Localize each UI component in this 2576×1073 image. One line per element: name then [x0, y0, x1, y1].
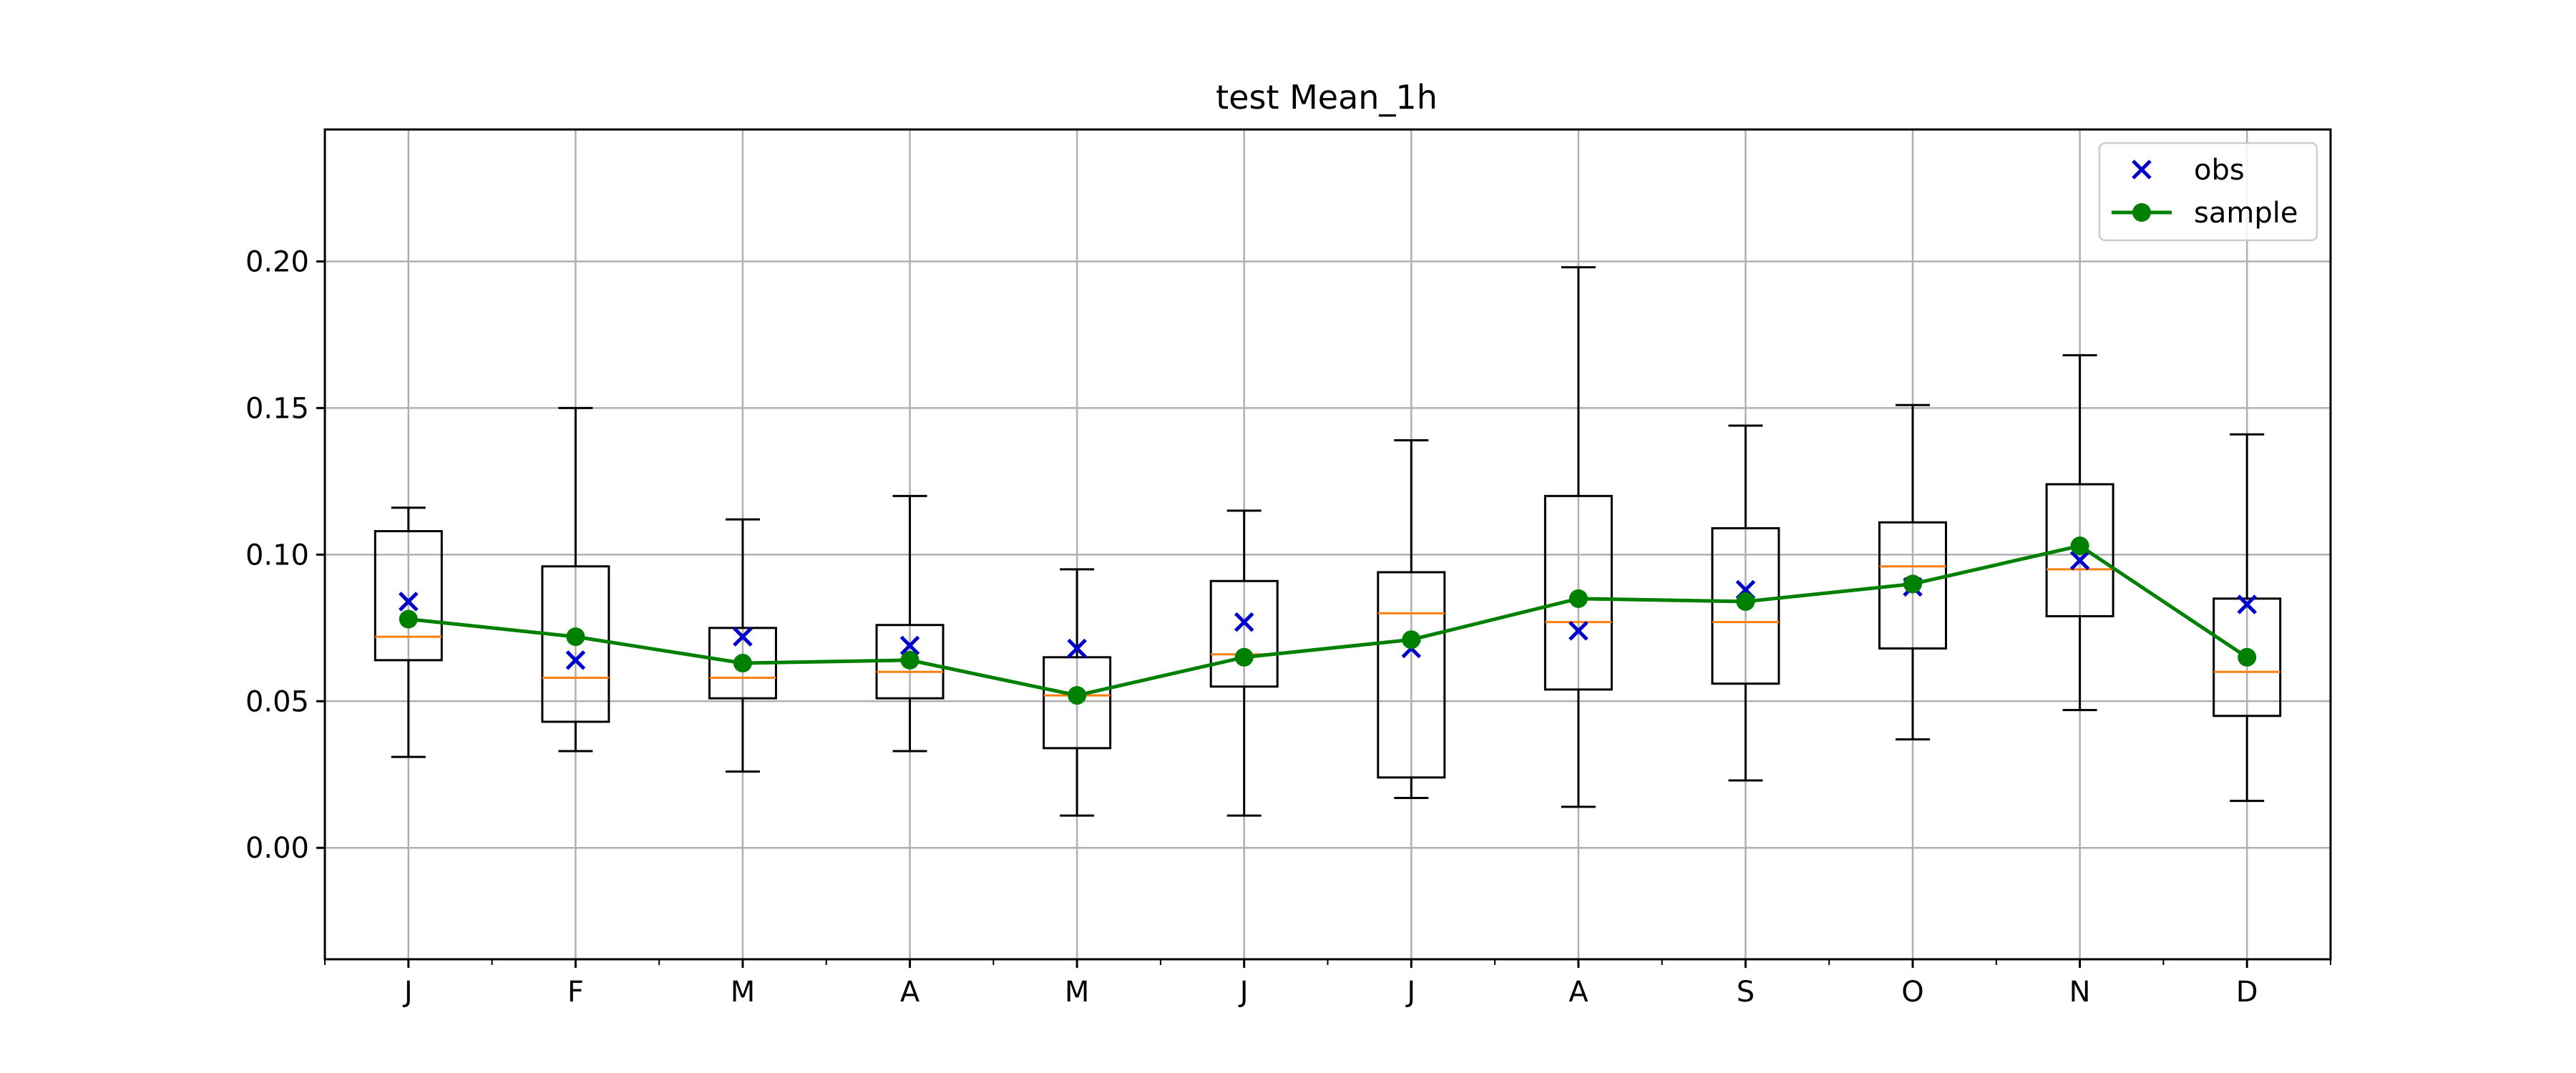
legend-label: sample [2194, 197, 2298, 230]
legend-label: obs [2194, 154, 2245, 187]
sample-point [1903, 574, 1923, 594]
sample-point [1736, 592, 1755, 611]
sample-line [408, 544, 2248, 697]
sample-point [733, 654, 752, 673]
obs-point [565, 650, 586, 670]
y-tick-label: 0.00 [245, 832, 309, 865]
x-tick-label: J [1238, 976, 1249, 1009]
box-plot [875, 494, 945, 753]
box [2212, 597, 2282, 717]
box-plot [2045, 354, 2114, 712]
marker-stroke [1067, 638, 1087, 659]
box [2045, 483, 2114, 617]
sample-point [1568, 589, 1588, 608]
obs-point [733, 627, 753, 647]
x-tick-label: N [2069, 976, 2091, 1009]
box-plot [1543, 266, 1613, 808]
sample-point [2070, 536, 2089, 556]
box [1377, 571, 1446, 779]
obs-point [2069, 550, 2090, 571]
sample-point [1402, 630, 1421, 650]
x-tick-label: O [1901, 976, 1923, 1009]
marker-stroke [1234, 612, 1254, 632]
chart-title: test Mean_1h [1216, 78, 1438, 117]
x-tick-label: M [1065, 976, 1090, 1009]
marker-stroke [2069, 550, 2090, 571]
x-tick-label: D [2236, 976, 2258, 1009]
y-tick-label: 0.05 [245, 685, 309, 718]
box-plot [541, 406, 610, 753]
legend-x-swatch [2132, 160, 2152, 180]
box [541, 565, 610, 723]
sample-point [566, 627, 585, 647]
x-tick-label: A [900, 976, 920, 1009]
sample-point [900, 650, 919, 670]
box-plot [1377, 438, 1446, 800]
axes: 0.00 0.05 0.10 0.15 0.20 J F M A M J J A S O N D [245, 245, 2331, 1009]
x-tick-label: J [402, 976, 413, 1009]
box [1711, 526, 1780, 685]
marker-stroke [399, 592, 419, 612]
x-tick-label: S [1737, 976, 1755, 1009]
sample-point [1068, 686, 1087, 705]
sample-point [399, 609, 418, 629]
legend-box [2098, 142, 2318, 242]
marker-stroke [733, 627, 753, 647]
x-tick-label: A [1568, 976, 1589, 1009]
y-tick-label: 0.15 [245, 392, 309, 425]
marker-stroke [565, 650, 586, 670]
box-plot [1711, 424, 1780, 782]
marker-stroke [2132, 160, 2152, 180]
y-tick-label: 0.20 [245, 245, 309, 278]
sample-point [1234, 647, 1254, 667]
sample-point [2238, 647, 2257, 667]
marker-stroke [899, 635, 920, 656]
box [374, 530, 443, 662]
legend-point-swatch [2132, 203, 2151, 222]
box-plot [374, 506, 443, 758]
x-tick-label: J [1405, 976, 1415, 1009]
marker-stroke [2237, 594, 2257, 614]
x-tick-label: M [731, 976, 756, 1009]
grid [325, 129, 2331, 959]
obs-point [2237, 594, 2257, 614]
legend: obs sample [2098, 142, 2318, 242]
obs-point [1568, 621, 1589, 641]
series [399, 536, 2257, 705]
box [1543, 494, 1613, 691]
obs-point [899, 635, 920, 656]
box-plot [1878, 403, 1948, 741]
plot-frame [323, 128, 2332, 961]
box-plot [2212, 433, 2282, 803]
obs-point [1234, 612, 1254, 632]
box-plot [708, 518, 777, 773]
box-plots [374, 266, 2282, 817]
y-tick-label: 0.10 [245, 539, 309, 572]
box [1209, 579, 1279, 688]
marker-stroke [1568, 621, 1589, 641]
obs-point [399, 592, 419, 612]
box [1043, 656, 1112, 750]
box [1878, 521, 1948, 650]
obs-point [1067, 638, 1087, 659]
x-tick-label: F [567, 976, 584, 1009]
